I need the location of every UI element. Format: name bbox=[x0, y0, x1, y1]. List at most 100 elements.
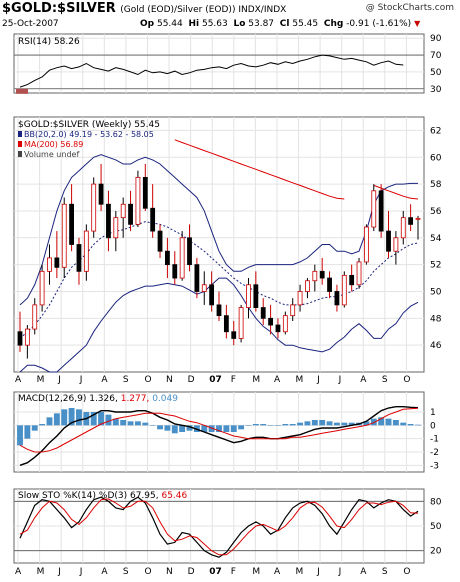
price-tick-label: 54 bbox=[430, 234, 442, 244]
candle-body bbox=[327, 277, 332, 292]
candle-body bbox=[349, 274, 355, 286]
macd-histogram-bar bbox=[98, 412, 105, 426]
macd-histogram-bar bbox=[112, 418, 119, 426]
macd-tick-label: 1 bbox=[430, 408, 436, 418]
macd-histogram-bar bbox=[186, 425, 193, 431]
x-axis-month-label: 07 bbox=[209, 567, 222, 577]
macd-histogram-bar bbox=[311, 420, 318, 426]
candle-body bbox=[297, 291, 303, 306]
price-tick-label: 60 bbox=[430, 153, 442, 163]
candle-body bbox=[319, 270, 325, 279]
rsi-tick-label: 70 bbox=[430, 51, 442, 61]
x-axis-month-label: A bbox=[360, 567, 367, 577]
chart-subtitle: (Gold (EOD)/Silver (EOD)) INDX/INDX bbox=[120, 5, 287, 15]
x-axis-month-label: S bbox=[382, 567, 388, 577]
price-tick-label: 62 bbox=[430, 126, 441, 136]
candle-body bbox=[415, 217, 421, 220]
x-axis-month-label: M bbox=[296, 375, 304, 385]
candle-body bbox=[290, 304, 296, 317]
x-axis-month-label: M bbox=[252, 375, 260, 385]
x-axis-month-label: J bbox=[79, 567, 83, 577]
x-axis-month-label: O bbox=[144, 375, 151, 385]
macd-histogram-bar bbox=[385, 418, 392, 426]
x-axis-month-label: J bbox=[316, 567, 320, 577]
price-legend-entry: Volume undef bbox=[24, 150, 79, 159]
macd-histogram-bar bbox=[275, 425, 281, 426]
x-axis-month-label: J bbox=[316, 375, 320, 385]
candle-body bbox=[246, 284, 251, 308]
x-axis-month-label: D bbox=[188, 567, 195, 577]
candle-body bbox=[172, 264, 178, 279]
macd-histogram-bar bbox=[171, 425, 178, 434]
macd-histogram-bar bbox=[348, 422, 355, 426]
macd-tick-label: 0 bbox=[430, 421, 436, 431]
candle-body bbox=[312, 270, 318, 282]
candle-body bbox=[157, 230, 163, 252]
macd-histogram-bar bbox=[17, 425, 23, 446]
macd-histogram-bar bbox=[76, 409, 82, 426]
sto-d-line bbox=[19, 498, 419, 556]
candle-body bbox=[24, 328, 30, 346]
candle-body bbox=[113, 217, 119, 239]
macd-histogram-bar bbox=[289, 424, 296, 426]
macd-histogram-bar bbox=[90, 412, 97, 426]
x-axis-month-label: J bbox=[57, 567, 61, 577]
x-axis-month-label: S bbox=[123, 375, 129, 385]
x-axis-month-label: A bbox=[101, 567, 108, 577]
macd-histogram-bar bbox=[61, 409, 68, 426]
candle-body bbox=[201, 284, 207, 292]
macd-histogram-bar bbox=[68, 408, 75, 426]
price-tick-label: 52 bbox=[430, 261, 441, 271]
candle-body bbox=[408, 217, 414, 225]
macd-signal-line bbox=[19, 407, 419, 453]
quote-open: 55.44 bbox=[156, 19, 183, 29]
candle-body bbox=[386, 230, 391, 252]
sto-tick-label: 50 bbox=[430, 522, 442, 532]
macd-histogram-bar bbox=[304, 421, 311, 426]
x-axis-month-label: J bbox=[338, 567, 342, 577]
x-axis-month-label: 07 bbox=[209, 375, 222, 385]
candle-body bbox=[253, 284, 259, 308]
price-tick-label: 48 bbox=[430, 314, 442, 324]
candle-body bbox=[91, 183, 97, 232]
x-axis-month-label: O bbox=[403, 375, 410, 385]
candle-body bbox=[231, 331, 237, 339]
macd-histogram-bar bbox=[319, 420, 326, 426]
quote-summary: Op 55.44 Hi 55.63 Lo 53.87 Cl 55.45 Chg … bbox=[140, 19, 421, 29]
x-axis-month-label: M bbox=[37, 567, 45, 577]
candle-body bbox=[216, 304, 222, 317]
candle-body bbox=[83, 230, 89, 272]
macd-histogram-bar bbox=[164, 425, 171, 431]
rsi-legend: RSI(14) 58.26 bbox=[18, 37, 80, 47]
macd-histogram-bar bbox=[39, 424, 46, 426]
source-label: @ StockCharts.com bbox=[365, 3, 454, 13]
bb-upper-band bbox=[19, 154, 418, 306]
candle-body bbox=[238, 307, 244, 339]
candle-body bbox=[32, 304, 38, 330]
candle-body bbox=[378, 190, 384, 232]
quote-close: 55.45 bbox=[292, 19, 319, 29]
candle-body bbox=[106, 203, 111, 239]
macd-histogram-bar bbox=[400, 422, 407, 426]
rsi-tick-label: 30 bbox=[430, 85, 442, 95]
price-tick-label: 56 bbox=[430, 207, 442, 217]
macd-histogram-bar bbox=[46, 417, 53, 426]
macd-histogram-bar bbox=[392, 420, 399, 426]
macd-histogram-bar bbox=[326, 421, 333, 426]
macd-histogram-bar bbox=[415, 424, 421, 426]
price-tick-label: 58 bbox=[430, 180, 442, 190]
chart-symbol: $GOLD:$SILVER (Gold (EOD)/Silver (EOD)) … bbox=[2, 1, 287, 16]
candle-body bbox=[120, 203, 126, 219]
macd-histogram-bar bbox=[134, 421, 141, 426]
candle-body bbox=[341, 274, 347, 306]
candle-body bbox=[165, 250, 170, 266]
candle-body bbox=[260, 307, 266, 319]
x-axis-month-label: J bbox=[79, 375, 83, 385]
quote-change: -0.91 (-1.61%) bbox=[346, 19, 412, 29]
candle-body bbox=[364, 226, 369, 263]
candle-body bbox=[54, 257, 60, 268]
candle-body bbox=[356, 261, 362, 286]
macd-histogram-bar bbox=[297, 422, 304, 426]
x-axis-month-label: S bbox=[123, 567, 129, 577]
x-axis-month-label: O bbox=[403, 567, 410, 577]
